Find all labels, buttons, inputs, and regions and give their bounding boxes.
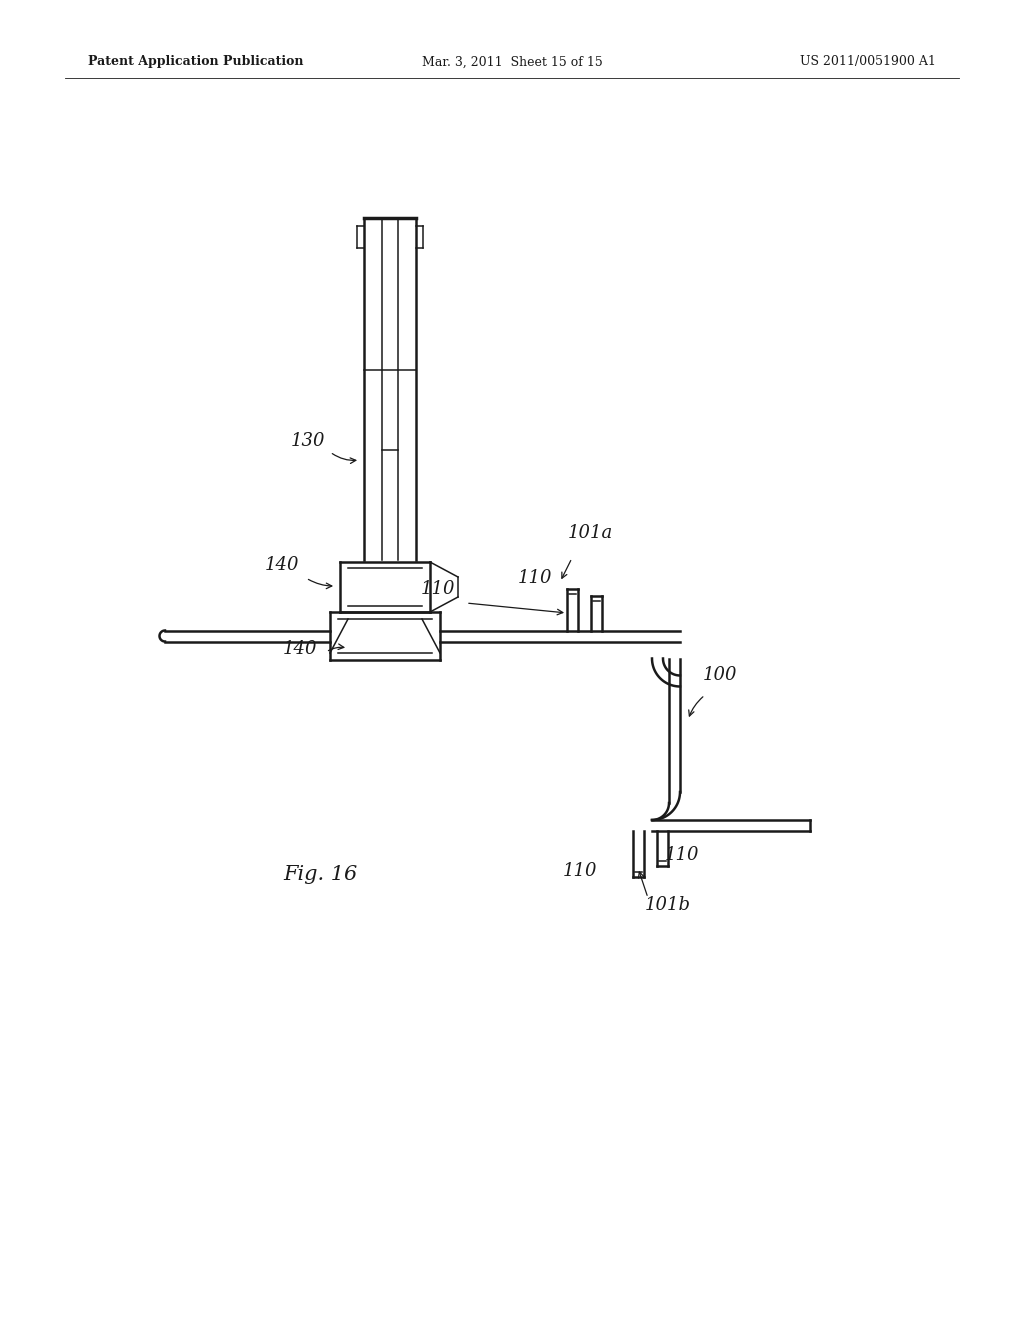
Text: Mar. 3, 2011  Sheet 15 of 15: Mar. 3, 2011 Sheet 15 of 15 — [422, 55, 602, 69]
Text: 140: 140 — [283, 640, 317, 657]
Text: Patent Application Publication: Patent Application Publication — [88, 55, 303, 69]
Text: 110: 110 — [563, 862, 597, 880]
Text: 110: 110 — [518, 569, 552, 587]
Text: 100: 100 — [702, 667, 737, 684]
Text: 101b: 101b — [645, 896, 691, 913]
Text: 130: 130 — [291, 432, 326, 450]
Text: US 2011/0051900 A1: US 2011/0051900 A1 — [800, 55, 936, 69]
Text: 110: 110 — [665, 846, 699, 865]
Text: 110: 110 — [421, 579, 456, 598]
Text: 101a: 101a — [567, 524, 612, 543]
Text: Fig. 16: Fig. 16 — [283, 865, 357, 884]
Text: 140: 140 — [265, 556, 299, 574]
